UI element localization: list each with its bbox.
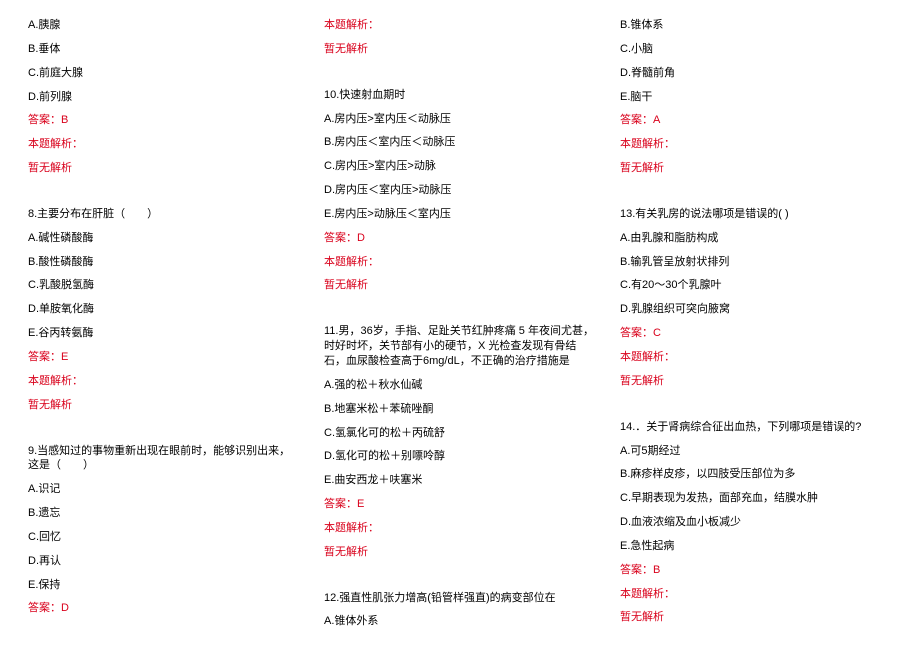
- q12-analysis-text: 暂无解析: [620, 161, 892, 176]
- q7-answer: 答案：B: [28, 113, 300, 128]
- q7-option-c: C.前庭大腺: [28, 66, 300, 81]
- q13-analysis-text: 暂无解析: [620, 374, 892, 389]
- q12-option-e: E.脑干: [620, 90, 892, 105]
- q10-option-e: E.房内压>动脉压＜室内压: [324, 207, 596, 222]
- spacer: [28, 185, 300, 207]
- q9-option-e: E.保持: [28, 578, 300, 593]
- q14-option-e: E.急性起病: [620, 539, 892, 554]
- q12-option-b: B.锥体系: [620, 18, 892, 33]
- q9-analysis-label: 本题解析：: [324, 18, 596, 33]
- q11-option-c: C.氢氯化可的松＋丙硫舒: [324, 426, 596, 441]
- spacer: [324, 302, 596, 324]
- q11-answer: 答案：E: [324, 497, 596, 512]
- q9-answer: 答案：D: [28, 601, 300, 616]
- q13-option-c: C.有20～30个乳腺叶: [620, 278, 892, 293]
- q12-option-d: D.脊髓前角: [620, 66, 892, 81]
- q7-option-a: A.胰腺: [28, 18, 300, 33]
- q8-option-c: C.乳酸脱氢酶: [28, 278, 300, 293]
- q7-option-b: B.垂体: [28, 42, 300, 57]
- exam-page: A.胰腺 B.垂体 C.前庭大腺 D.前列腺 答案：B 本题解析： 暂无解析 8…: [0, 0, 920, 651]
- q13-option-a: A.由乳腺和脂肪构成: [620, 231, 892, 246]
- q9-option-d: D.再认: [28, 554, 300, 569]
- q7-option-d: D.前列腺: [28, 90, 300, 105]
- q12-option-a: A.锥体外系: [324, 614, 596, 629]
- q7-analysis-text: 暂无解析: [28, 161, 300, 176]
- q11-stem: 11.男，36岁，手指、足趾关节红肿疼痛 5 年夜间尤甚，时好时坏，关节部有小的…: [324, 324, 596, 369]
- q10-option-b: B.房内压＜室内压＜动脉压: [324, 135, 596, 150]
- q13-answer: 答案：C: [620, 326, 892, 341]
- q12-analysis-label: 本题解析：: [620, 137, 892, 152]
- q14-option-a: A.可5期经过: [620, 444, 892, 459]
- q8-option-d: D.单胺氧化酶: [28, 302, 300, 317]
- q13-analysis-label: 本题解析：: [620, 350, 892, 365]
- q11-analysis-text: 暂无解析: [324, 545, 596, 560]
- q12-option-c: C.小脑: [620, 42, 892, 57]
- q10-option-c: C.房内压>室内压>动脉: [324, 159, 596, 174]
- q9-option-c: C.回忆: [28, 530, 300, 545]
- q12-answer: 答案：A: [620, 113, 892, 128]
- q7-analysis-label: 本题解析：: [28, 137, 300, 152]
- q10-stem: 10.快速射血期时: [324, 88, 596, 103]
- q13-option-b: B.输乳管呈放射状排列: [620, 255, 892, 270]
- q14-option-c: C.早期表现为发热，面部充血，结膜水肿: [620, 491, 892, 506]
- q9-analysis-text: 暂无解析: [324, 42, 596, 57]
- q9-option-a: A.识记: [28, 482, 300, 497]
- q14-stem: 14.．关于肾病综合征出血热，下列哪项是错误的?: [620, 420, 892, 435]
- spacer: [28, 422, 300, 444]
- q10-analysis-text: 暂无解析: [324, 278, 596, 293]
- q8-stem: 8.主要分布在肝脏（ ）: [28, 207, 300, 222]
- q10-analysis-label: 本题解析：: [324, 255, 596, 270]
- q8-option-e: E.谷丙转氨酶: [28, 326, 300, 341]
- q13-option-d: D.乳腺组织可突向腋窝: [620, 302, 892, 317]
- q9-stem: 9.当感知过的事物重新出现在眼前时，能够识别出来，这是（ ）: [28, 444, 300, 474]
- q11-option-e: E.曲安西龙＋呋塞米: [324, 473, 596, 488]
- q11-option-a: A.强的松＋秋水仙碱: [324, 378, 596, 393]
- q14-analysis-label: 本题解析：: [620, 587, 892, 602]
- q8-analysis-text: 暂无解析: [28, 398, 300, 413]
- q11-analysis-label: 本题解析：: [324, 521, 596, 536]
- q9-option-b: B.遗忘: [28, 506, 300, 521]
- q11-option-b: B.地塞米松＋苯硫唑酮: [324, 402, 596, 417]
- q11-option-d: D.氢化可的松＋别嘌呤醇: [324, 449, 596, 464]
- q10-option-d: D.房内压＜室内压>动脉压: [324, 183, 596, 198]
- q14-option-b: B.麻疹样皮疹，以四肢受压部位为多: [620, 467, 892, 482]
- q12-stem: 12.强直性肌张力增高(铅管样强直)的病变部位在: [324, 591, 596, 606]
- spacer: [324, 66, 596, 88]
- q8-option-a: A.碱性磷酸酶: [28, 231, 300, 246]
- q10-option-a: A.房内压>室内压＜动脉压: [324, 112, 596, 127]
- spacer: [620, 185, 892, 207]
- q13-stem: 13.有关乳房的说法哪项是错误的( ): [620, 207, 892, 222]
- q14-analysis-text: 暂无解析: [620, 610, 892, 625]
- q10-answer: 答案：D: [324, 231, 596, 246]
- q8-answer: 答案：E: [28, 350, 300, 365]
- q8-analysis-label: 本题解析：: [28, 374, 300, 389]
- spacer: [324, 569, 596, 591]
- q14-option-d: D.血液浓缩及血小板减少: [620, 515, 892, 530]
- spacer: [620, 398, 892, 420]
- q8-option-b: B.酸性磷酸酶: [28, 255, 300, 270]
- q14-answer: 答案：B: [620, 563, 892, 578]
